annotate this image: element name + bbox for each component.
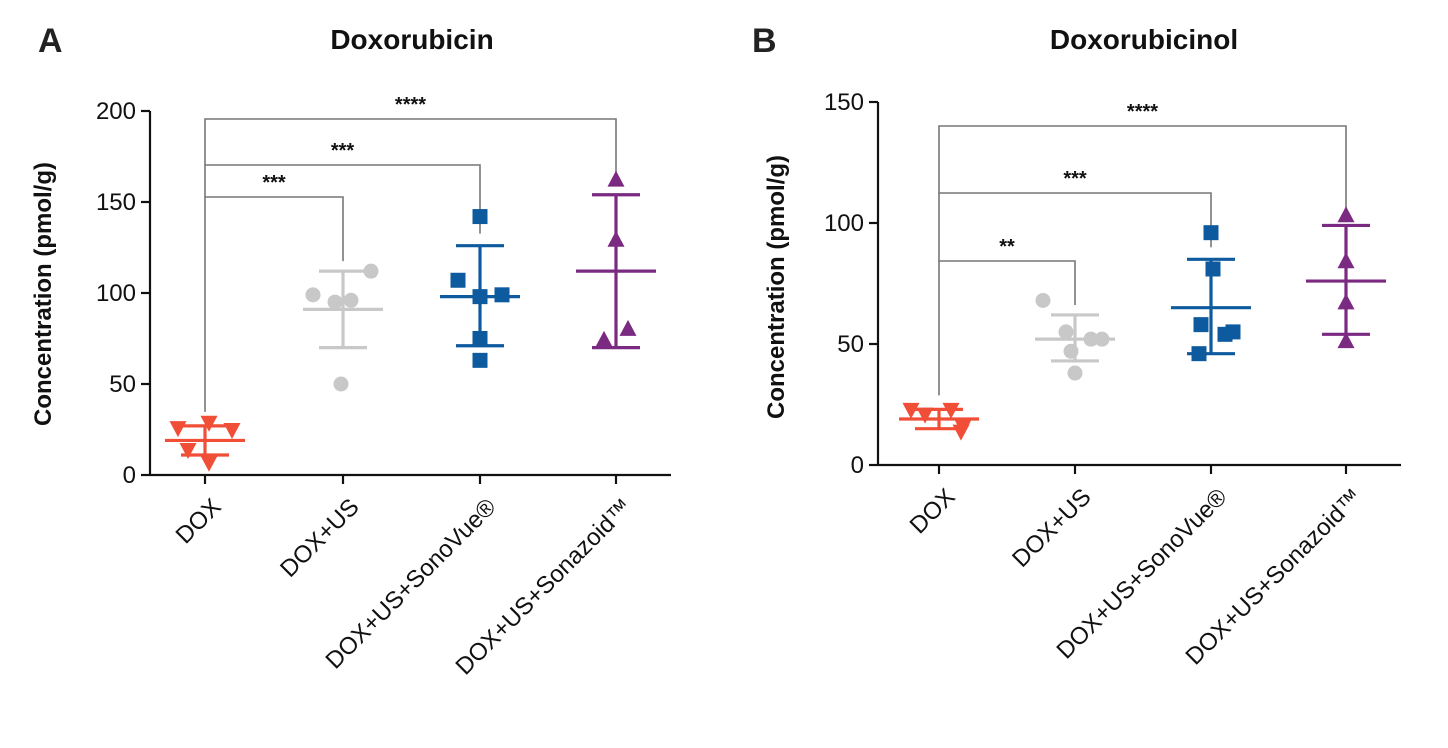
data-point	[1058, 324, 1074, 340]
y-tick-label: 150	[824, 89, 864, 116]
significance-label: ***	[1063, 168, 1087, 190]
y-tick-label: 150	[96, 189, 136, 216]
data-point	[169, 421, 187, 438]
data-point	[1193, 317, 1209, 333]
significance-label: ***	[331, 140, 355, 162]
data-point	[619, 319, 637, 336]
data-point	[1067, 365, 1083, 381]
panel-letter: B	[752, 22, 777, 60]
x-tick-label: DOX	[905, 483, 961, 539]
significance-label: ****	[1127, 101, 1158, 123]
panel-a-chart: A Doxorubicin Concentration (pmol/g) 0 50…	[30, 22, 671, 680]
significance-label: ***	[262, 172, 286, 194]
significance-bracket	[938, 192, 1212, 261]
data-point	[450, 272, 466, 288]
y-tick-label: 50	[837, 331, 864, 358]
chart-title: Doxorubicinol	[1050, 24, 1238, 55]
y-tick-label: 50	[109, 371, 136, 398]
data-point	[305, 287, 321, 303]
panel-letter: A	[38, 22, 63, 60]
y-tick-label: 0	[851, 452, 864, 479]
significance-label: ****	[395, 94, 426, 116]
data-point	[902, 402, 920, 419]
x-tick-label: DOX	[171, 493, 227, 549]
data-point	[333, 376, 349, 392]
x-tick-label: DOX+US	[275, 493, 364, 582]
y-tick-label: 200	[96, 98, 136, 125]
x-tick-label: DOX+US	[1007, 483, 1096, 572]
data-point	[1337, 332, 1355, 349]
y-tick-label: 100	[824, 210, 864, 237]
significance-bracket	[938, 260, 1076, 396]
panel-b-chart: B Doxorubicinol Concentration (pmol/g) 0…	[752, 22, 1401, 670]
data-point	[200, 415, 218, 432]
data-point	[200, 455, 218, 472]
data-point	[1337, 206, 1355, 223]
significance-label: **	[999, 236, 1015, 258]
data-point	[1203, 225, 1219, 241]
data-point	[343, 292, 359, 308]
data-point	[472, 209, 488, 225]
y-axis-label: Concentration (pmol/g)	[763, 155, 790, 419]
data-point	[179, 443, 197, 460]
data-point	[916, 407, 934, 424]
significance-bracket	[938, 125, 1347, 214]
chart-title: Doxorubicin	[330, 24, 493, 55]
significance-bracket	[204, 164, 481, 234]
data-point	[1205, 261, 1221, 277]
data-point	[363, 263, 379, 279]
significance-bracket	[204, 118, 617, 183]
data-point	[472, 352, 488, 368]
significance-bracket	[204, 196, 344, 412]
data-point	[1225, 324, 1241, 340]
y-tick-label: 0	[123, 462, 136, 489]
y-axis-label: Concentration (pmol/g)	[30, 162, 57, 426]
y-tick-label: 100	[96, 280, 136, 307]
data-point	[607, 170, 625, 187]
data-point	[327, 294, 343, 310]
data-point	[494, 287, 510, 303]
data-point	[595, 330, 613, 347]
data-point	[1035, 292, 1051, 308]
